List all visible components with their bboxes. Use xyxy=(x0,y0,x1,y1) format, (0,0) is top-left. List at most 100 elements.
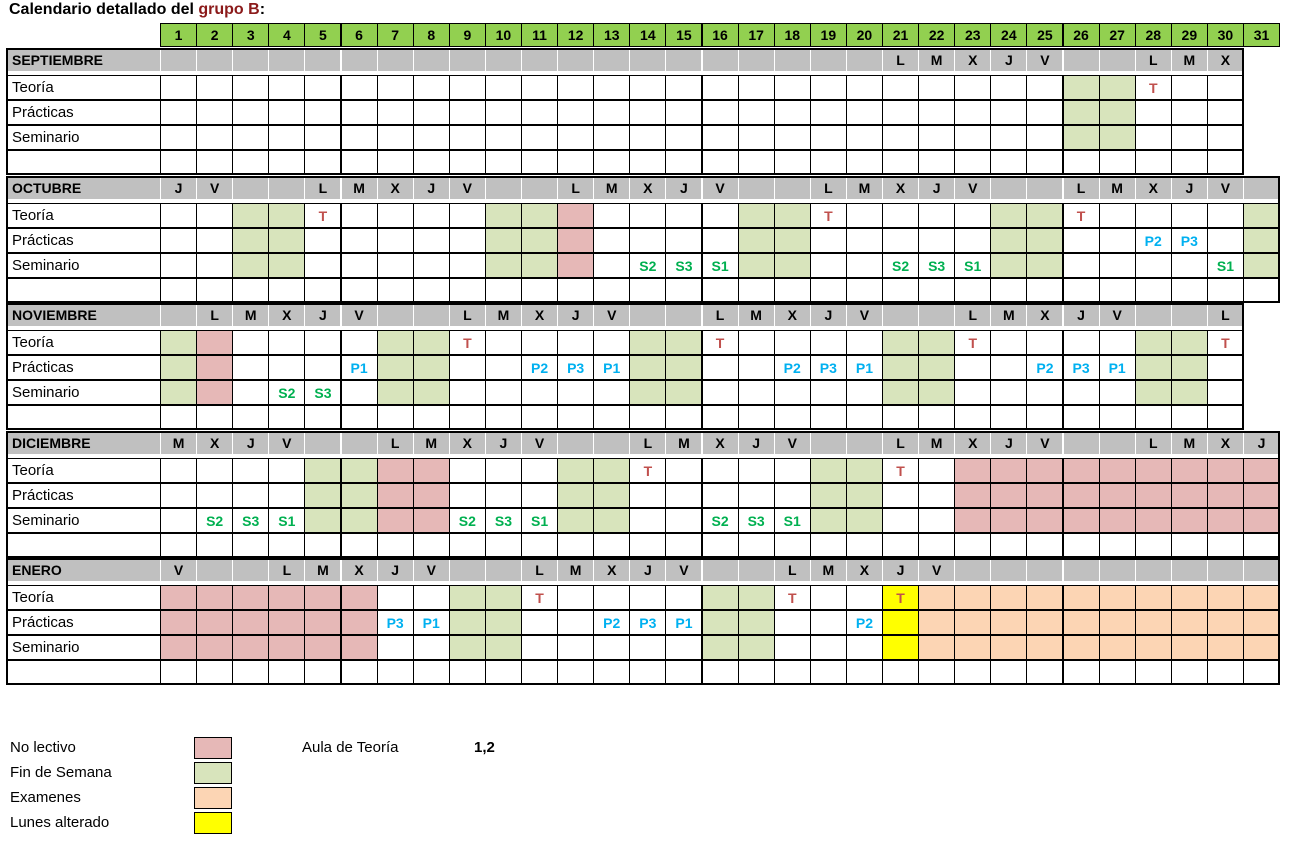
day-cell xyxy=(304,458,342,483)
day-cell xyxy=(665,278,703,303)
weekday-cell: X xyxy=(1026,303,1064,327)
day-number-header: 10 xyxy=(484,23,522,47)
day-cell xyxy=(521,610,559,635)
day-cell xyxy=(990,405,1028,430)
day-cell xyxy=(196,75,234,100)
day-cell xyxy=(593,253,631,278)
day-cell xyxy=(557,278,595,303)
weekday-cell xyxy=(809,48,847,72)
session-mark: P1 xyxy=(845,355,883,380)
weekday-cell: V xyxy=(954,176,992,200)
day-cell xyxy=(1134,508,1172,533)
day-cell xyxy=(1098,75,1136,100)
day-cell xyxy=(557,125,595,150)
day-cell xyxy=(412,660,450,685)
weekday-cell xyxy=(593,431,631,455)
day-cell xyxy=(701,203,739,228)
day-cell xyxy=(954,635,992,660)
day-cell xyxy=(232,330,270,355)
weekday-cell xyxy=(918,303,956,327)
day-cell xyxy=(160,635,198,660)
weekday-cell: J xyxy=(629,558,667,582)
day-cell xyxy=(593,458,631,483)
day-cell xyxy=(918,405,956,430)
day-cell xyxy=(232,355,270,380)
day-cell xyxy=(557,228,595,253)
session-mark: P2 xyxy=(1134,228,1172,253)
session-mark: P2 xyxy=(521,355,559,380)
row-label-practicas: Prácticas xyxy=(7,228,161,253)
session-mark: S3 xyxy=(304,380,342,405)
weekday-cell xyxy=(232,176,270,200)
weekday-cell: V xyxy=(412,558,450,582)
day-cell xyxy=(340,203,378,228)
day-cell xyxy=(1206,585,1244,610)
weekday-cell: J xyxy=(1170,176,1208,200)
day-cell xyxy=(268,458,306,483)
day-number-header: 15 xyxy=(665,23,703,47)
day-cell xyxy=(196,458,234,483)
day-cell xyxy=(484,100,522,125)
day-cell xyxy=(629,660,667,685)
day-cell xyxy=(557,610,595,635)
day-cell xyxy=(340,228,378,253)
weekday-cell: V xyxy=(701,176,739,200)
day-cell xyxy=(557,585,595,610)
day-cell xyxy=(557,380,595,405)
session-mark: T xyxy=(954,330,992,355)
day-cell xyxy=(1134,125,1172,150)
day-cell xyxy=(990,610,1028,635)
day-cell xyxy=(809,75,847,100)
day-cell xyxy=(268,533,306,558)
day-cell xyxy=(593,125,631,150)
day-cell xyxy=(773,100,811,125)
day-cell xyxy=(160,253,198,278)
day-cell xyxy=(593,75,631,100)
weekday-cell: X xyxy=(882,176,920,200)
day-cell xyxy=(1062,483,1100,508)
day-cell xyxy=(593,278,631,303)
day-cell xyxy=(340,330,378,355)
day-number-header: 2 xyxy=(196,23,234,47)
day-cell xyxy=(845,585,883,610)
day-cell xyxy=(737,330,775,355)
day-cell xyxy=(1243,508,1281,533)
day-cell xyxy=(521,533,559,558)
day-cell xyxy=(1026,458,1064,483)
day-cell xyxy=(990,508,1028,533)
day-cell xyxy=(340,380,378,405)
day-cell xyxy=(1098,483,1136,508)
weekday-cell xyxy=(1062,431,1100,455)
day-cell xyxy=(412,635,450,660)
weekday-cell: V xyxy=(196,176,234,200)
day-cell xyxy=(629,635,667,660)
day-cell xyxy=(1170,610,1208,635)
day-cell xyxy=(196,278,234,303)
day-cell xyxy=(990,355,1028,380)
day-cell xyxy=(737,458,775,483)
weekday-cell: X xyxy=(593,558,631,582)
day-number-header: 25 xyxy=(1026,23,1064,47)
day-cell xyxy=(737,405,775,430)
weekday-cell: M xyxy=(557,558,595,582)
day-number-header: 22 xyxy=(918,23,956,47)
day-cell xyxy=(268,330,306,355)
day-cell xyxy=(593,150,631,175)
day-cell xyxy=(448,610,486,635)
session-mark: S1 xyxy=(268,508,306,533)
day-cell xyxy=(1206,483,1244,508)
day-cell xyxy=(160,330,198,355)
day-cell xyxy=(1062,610,1100,635)
day-cell xyxy=(448,585,486,610)
day-cell xyxy=(990,458,1028,483)
day-cell xyxy=(376,228,414,253)
weekday-cell: M xyxy=(484,303,522,327)
day-cell xyxy=(484,660,522,685)
weekday-cell xyxy=(484,176,522,200)
day-cell xyxy=(304,635,342,660)
day-cell xyxy=(1026,660,1064,685)
day-cell xyxy=(990,533,1028,558)
session-mark: T xyxy=(1134,75,1172,100)
row-label-teoria: Teoría xyxy=(7,75,161,100)
weekday-cell: J xyxy=(160,176,198,200)
